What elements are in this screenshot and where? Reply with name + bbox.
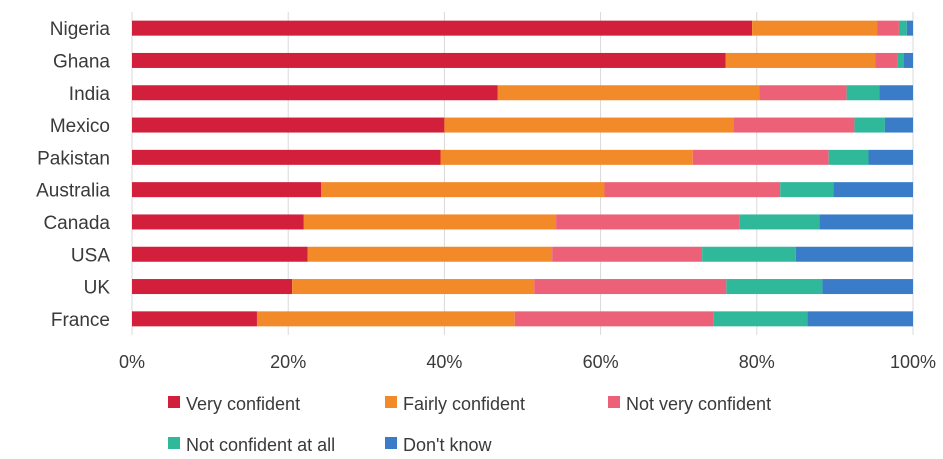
- bar-mexico-fairly-confident: [444, 117, 734, 133]
- bar-pakistan-very-confident: [132, 149, 441, 165]
- bar-france-not-confident-at-all: [713, 311, 808, 327]
- bar-india-don-t-know: [879, 85, 913, 101]
- bar-usa-don-t-know: [795, 246, 913, 262]
- bar-france-fairly-confident: [256, 311, 515, 327]
- x-tick-label-40: 40%: [426, 352, 462, 372]
- bar-nigeria-not-very-confident: [877, 20, 899, 36]
- bar-nigeria-not-confident-at-all: [898, 20, 907, 36]
- bar-australia-don-t-know: [833, 182, 913, 198]
- category-label-ghana: Ghana: [53, 51, 110, 72]
- legend-label-fairly-confident: Fairly confident: [403, 394, 525, 414]
- bar-mexico-don-t-know: [884, 117, 913, 133]
- bar-australia-very-confident: [132, 182, 322, 198]
- legend-label-not-very-confident: Not very confident: [626, 394, 771, 414]
- legend-label-don-t-know: Don't know: [403, 435, 492, 455]
- legend-swatch-not-confident-at-all: [168, 437, 180, 449]
- bar-nigeria-don-t-know: [906, 20, 913, 36]
- bar-australia-not-confident-at-all: [780, 182, 834, 198]
- legend-label-very-confident: Very confident: [186, 394, 300, 414]
- bar-ghana-don-t-know: [903, 52, 913, 68]
- x-tick-label-20: 20%: [270, 352, 306, 372]
- category-label-usa: USA: [71, 245, 110, 266]
- category-label-uk: UK: [84, 278, 111, 299]
- bar-nigeria-fairly-confident: [752, 20, 878, 36]
- category-label-france: France: [51, 310, 110, 331]
- bar-canada-not-very-confident: [556, 214, 740, 230]
- bar-india-fairly-confident: [497, 85, 760, 101]
- bar-france-very-confident: [132, 311, 257, 327]
- bar-ghana-not-very-confident: [875, 52, 898, 68]
- bar-australia-fairly-confident: [321, 182, 605, 198]
- bar-pakistan-fairly-confident: [440, 149, 693, 165]
- category-label-australia: Australia: [36, 181, 110, 202]
- bar-uk-not-very-confident: [534, 279, 727, 295]
- legend-swatch-very-confident: [168, 396, 180, 408]
- x-tick-label-100: 100%: [890, 352, 936, 372]
- bar-usa-very-confident: [132, 246, 308, 262]
- bar-canada-don-t-know: [819, 214, 913, 230]
- category-label-nigeria: Nigeria: [50, 19, 111, 40]
- legend-swatch-fairly-confident: [385, 396, 397, 408]
- bar-pakistan-not-confident-at-all: [828, 149, 869, 165]
- bar-ghana-very-confident: [132, 52, 726, 68]
- x-tick-labels: 0% 20% 40% 60% 80% 100%: [119, 352, 936, 372]
- x-tick-label-0: 0%: [119, 352, 145, 372]
- category-labels: Nigeria Ghana India Mexico Pakistan Australia…: [36, 19, 110, 331]
- bar-canada-fairly-confident: [303, 214, 557, 230]
- bar-uk-very-confident: [132, 279, 293, 295]
- bar-india-not-confident-at-all: [846, 85, 880, 101]
- legend-label-not-confident-at-all: Not confident at all: [186, 435, 335, 455]
- bar-uk-not-confident-at-all: [726, 279, 823, 295]
- bar-ghana-not-confident-at-all: [897, 52, 904, 68]
- bar-mexico-not-confident-at-all: [854, 117, 885, 133]
- bar-pakistan-not-very-confident: [692, 149, 829, 165]
- bar-mexico-very-confident: [132, 117, 445, 133]
- bar-uk-fairly-confident: [292, 279, 535, 295]
- category-label-india: India: [69, 84, 111, 105]
- x-tick-label-60: 60%: [583, 352, 619, 372]
- bar-india-not-very-confident: [759, 85, 847, 101]
- bar-france-don-t-know: [807, 311, 913, 327]
- bar-ghana-fairly-confident: [725, 52, 876, 68]
- bar-mexico-not-very-confident: [733, 117, 855, 133]
- legend-swatch-don-t-know: [385, 437, 397, 449]
- x-tick-label-80: 80%: [739, 352, 775, 372]
- category-label-pakistan: Pakistan: [37, 148, 110, 169]
- bar-usa-fairly-confident: [307, 246, 553, 262]
- bar-uk-don-t-know: [822, 279, 913, 295]
- bar-france-not-very-confident: [514, 311, 714, 327]
- bar-usa-not-very-confident: [552, 246, 703, 262]
- category-label-mexico: Mexico: [50, 116, 110, 137]
- category-label-canada: Canada: [43, 213, 110, 234]
- bar-usa-not-confident-at-all: [702, 246, 796, 262]
- bar-australia-not-very-confident: [604, 182, 781, 198]
- legend: Very confident Fairly confident Not very c…: [168, 394, 771, 455]
- bar-india-very-confident: [132, 85, 498, 101]
- legend-swatch-not-very-confident: [608, 396, 620, 408]
- bars: [132, 20, 913, 327]
- bar-canada-very-confident: [132, 214, 304, 230]
- bar-nigeria-very-confident: [132, 20, 753, 36]
- bar-canada-not-confident-at-all: [739, 214, 820, 230]
- bar-pakistan-don-t-know: [868, 149, 913, 165]
